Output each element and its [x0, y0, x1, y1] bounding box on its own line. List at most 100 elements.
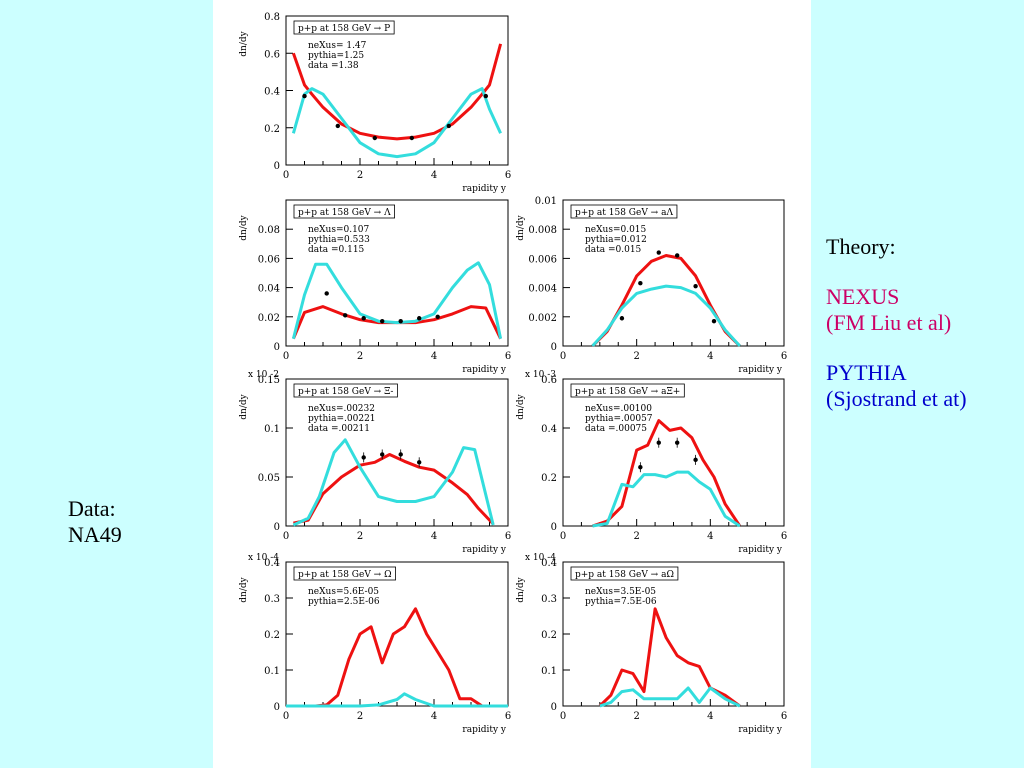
exponent-label: x 10 -3	[525, 370, 556, 380]
x-axis-label: rapidity y	[738, 545, 783, 555]
chart-frame	[562, 378, 785, 527]
pythia-curve	[599, 686, 741, 708]
x-tick-label: 6	[505, 170, 511, 181]
chart-4: 0 0.05 0.1 0.15 0 2 4 6 rapidity y dn/dy x 10 -2 p+…	[239, 370, 511, 555]
data-point	[638, 281, 643, 286]
data-point	[435, 314, 440, 319]
title-box	[570, 566, 679, 581]
chart-title: p+p at 158 GeV → Ξ-	[298, 387, 393, 397]
pythia-author: (Sjostrand et at)	[826, 386, 967, 411]
x-tick-label: 6	[781, 351, 787, 362]
chart-5: 0 0.2 0.4 0.6 0 2 4 6 rapidity y dn/dy x 10 -3 p+p …	[516, 370, 787, 555]
y-tick-label: 0.008	[528, 225, 557, 236]
annotation-text: data =0.015	[585, 245, 642, 255]
pythia-curve	[591, 284, 741, 348]
y-tick-label: 0.2	[264, 630, 280, 641]
data-point	[619, 316, 625, 321]
chart-title: p+p at 158 GeV → Ω	[298, 570, 392, 580]
title-box	[570, 204, 678, 219]
exponent-label: x 10 -4	[248, 553, 279, 563]
x-tick-label: 0	[283, 351, 289, 362]
exponent-label: x 10 -4	[525, 553, 556, 563]
pythia-curve	[291, 87, 502, 159]
title-box	[293, 383, 398, 398]
title-box	[570, 383, 685, 398]
title-box	[293, 204, 395, 219]
y-tick-label: 0.1	[264, 424, 280, 435]
annotation-text: neXus=0.015	[585, 225, 647, 235]
y-tick-label: 0.01	[535, 196, 557, 207]
y-tick-label: 0.2	[264, 124, 280, 135]
plots-canvas: 0 0.2 0.4 0.6 0.8 0 2 4 6 rapidity y dn/dy p+p at 1…	[239, 12, 787, 735]
chart-frame	[285, 15, 509, 166]
x-tick-label: 0	[283, 531, 289, 542]
chart-title: p+p at 158 GeV → P	[298, 24, 390, 34]
x-tick-label: 4	[431, 170, 437, 181]
x-tick-label: 0	[560, 351, 566, 362]
y-tick-label: 0	[274, 161, 280, 172]
x-tick-label: 4	[707, 351, 713, 362]
annotation-text: data =0.115	[308, 245, 365, 255]
y-tick-label: 0.6	[264, 49, 280, 60]
y-tick-label: 0	[551, 342, 557, 353]
annotation-text: data =1.38	[308, 61, 359, 71]
x-tick-label: 2	[357, 170, 363, 181]
annotation-text: neXus= 1.47	[308, 41, 367, 51]
annotation-text: pythia=0.012	[585, 235, 647, 245]
x-tick-label: 4	[707, 711, 713, 722]
data-point	[483, 93, 488, 99]
nexus-curve	[592, 419, 742, 528]
data-point	[302, 93, 307, 99]
data-point	[398, 318, 403, 324]
pythia-label: PYTHIA	[826, 360, 907, 385]
y-tick-label: 0.4	[264, 558, 280, 569]
data-point	[656, 250, 661, 255]
x-tick-label: 0	[283, 170, 289, 181]
theory-legend: Theory: NEXUS (FM Liu et al) PYTHIA (Sjo…	[826, 234, 967, 412]
annotation-text: pythia=2.5E-06	[308, 597, 380, 607]
x-tick-label: 6	[505, 531, 511, 542]
y-tick-label: 0.06	[258, 254, 280, 265]
annotation-text: neXus=0.107	[308, 225, 370, 235]
data-point	[361, 316, 366, 321]
data-point	[343, 313, 348, 318]
x-tick-label: 4	[431, 711, 437, 722]
y-axis-label: dn/dy	[239, 30, 249, 56]
chart-2: 0 0.02 0.04 0.06 0.08 0 2 4 6 rapidity y dn/dy p+p …	[239, 199, 511, 375]
annotation-text: data =.00211	[308, 424, 370, 434]
annotation-text: pythia=.00057	[585, 414, 653, 424]
nexus-curve	[591, 254, 741, 348]
x-tick-label: 6	[505, 711, 511, 722]
x-axis-label: rapidity y	[462, 545, 507, 555]
y-tick-label: 0.002	[528, 313, 557, 324]
x-tick-label: 6	[781, 531, 787, 542]
pythia-curve	[292, 438, 495, 527]
chart-title: p+p at 158 GeV → aΩ	[575, 570, 674, 580]
x-tick-label: 6	[505, 351, 511, 362]
y-axis-label: dn/dy	[239, 214, 249, 240]
annotation-text: pythia=7.5E-06	[585, 597, 657, 607]
x-tick-label: 2	[633, 711, 639, 722]
x-tick-label: 2	[633, 531, 639, 542]
x-tick-label: 0	[560, 531, 566, 542]
chart-1: 0 0.2 0.4 0.6 0.8 0 2 4 6 rapidity y dn/dy p+p at 1…	[239, 12, 511, 194]
pythia-curve	[286, 692, 508, 708]
data-point	[674, 253, 680, 258]
y-tick-label: 0.4	[264, 87, 280, 98]
chart-frame	[285, 561, 509, 707]
y-tick-label: 0.15	[258, 375, 280, 386]
annotation-text: pythia=0.533	[308, 235, 370, 245]
chart-frame	[562, 561, 785, 707]
annotation-text: pythia=1.25	[308, 51, 364, 61]
y-tick-label: 0.4	[541, 424, 557, 435]
chart-title: p+p at 158 GeV → Λ	[298, 208, 391, 218]
data-point	[446, 123, 451, 129]
y-tick-label: 0.3	[264, 594, 280, 605]
chart-frame	[562, 199, 785, 347]
pythia-curve	[592, 470, 741, 528]
y-tick-label: 0.006	[528, 254, 557, 265]
y-axis-label: dn/dy	[516, 393, 526, 419]
y-tick-label: 0.02	[258, 313, 280, 324]
x-tick-label: 2	[357, 711, 363, 722]
x-tick-label: 6	[781, 711, 787, 722]
